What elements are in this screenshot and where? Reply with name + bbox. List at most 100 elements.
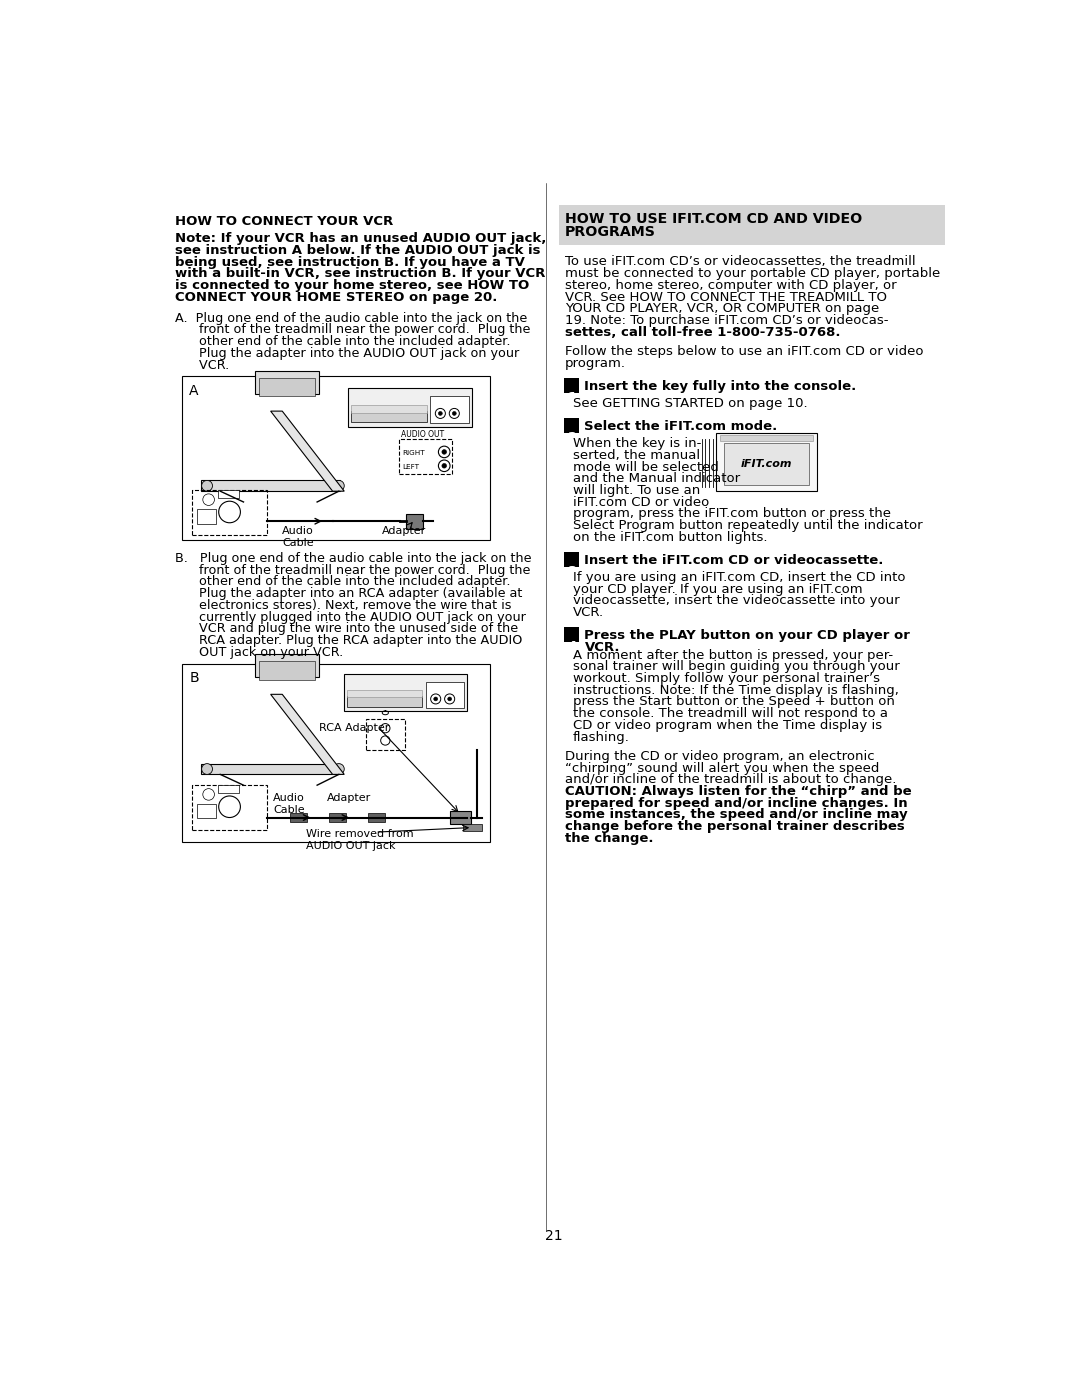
Bar — [345, 675, 467, 711]
Text: will light. To use an: will light. To use an — [572, 483, 700, 497]
Text: Note: If your VCR has an unused AUDIO OUT jack,: Note: If your VCR has an unused AUDIO OU… — [175, 232, 546, 246]
Text: front of the treadmill near the power cord.  Plug the: front of the treadmill near the power co… — [175, 564, 530, 577]
Text: the console. The treadmill will not respond to a: the console. The treadmill will not resp… — [572, 707, 888, 719]
Bar — [328, 813, 346, 823]
Bar — [255, 372, 319, 394]
Circle shape — [435, 408, 445, 419]
Bar — [564, 552, 579, 567]
Text: flashing.: flashing. — [572, 731, 630, 743]
Text: Plug the adapter into an RCA adapter (available at: Plug the adapter into an RCA adapter (av… — [175, 587, 523, 601]
Text: 21: 21 — [544, 1229, 563, 1243]
Text: on the iFIT.com button lights.: on the iFIT.com button lights. — [572, 531, 768, 543]
Bar — [218, 490, 239, 499]
Circle shape — [449, 408, 459, 419]
Bar — [201, 481, 340, 492]
Bar — [201, 764, 340, 774]
Text: Cable: Cable — [273, 805, 305, 814]
Text: “chirping” sound will alert you when the speed: “chirping” sound will alert you when the… — [565, 761, 879, 774]
Bar — [255, 654, 319, 678]
Bar — [197, 509, 216, 524]
Circle shape — [334, 764, 345, 774]
Text: press the Start button or the Speed + button on: press the Start button or the Speed + bu… — [572, 696, 894, 708]
Text: change before the personal trainer describes: change before the personal trainer descr… — [565, 820, 905, 833]
Text: RCA adapter. Plug the RCA adapter into the AUDIO: RCA adapter. Plug the RCA adapter into t… — [175, 634, 523, 647]
Text: 1: 1 — [567, 391, 577, 404]
Text: A: A — [189, 384, 199, 398]
Text: If you are using an iFIT.com CD, insert the CD into: If you are using an iFIT.com CD, insert … — [572, 571, 905, 584]
Text: CAUTION: Always listen for the “chirp” and be: CAUTION: Always listen for the “chirp” a… — [565, 785, 912, 798]
Bar — [259, 379, 314, 397]
Bar — [218, 785, 239, 793]
Bar — [181, 376, 490, 539]
Text: PROGRAMS: PROGRAMS — [565, 225, 656, 239]
Bar — [406, 514, 423, 529]
Text: Audio: Audio — [282, 525, 314, 536]
Text: iFIT.com CD or video: iFIT.com CD or video — [572, 496, 710, 509]
Bar — [291, 813, 307, 823]
Text: stereo, home stereo, computer with CD player, or: stereo, home stereo, computer with CD pl… — [565, 279, 896, 292]
Text: electronics stores). Next, remove the wire that is: electronics stores). Next, remove the wi… — [175, 599, 512, 612]
Text: 3: 3 — [567, 564, 577, 578]
Text: HOW TO USE IFIT.COM CD AND VIDEO: HOW TO USE IFIT.COM CD AND VIDEO — [565, 212, 862, 226]
Text: some instances, the speed and/or incline may: some instances, the speed and/or incline… — [565, 809, 908, 821]
Text: AUDIO OUT jack: AUDIO OUT jack — [306, 841, 395, 851]
Text: front of the treadmill near the power cord.  Plug the: front of the treadmill near the power co… — [175, 324, 530, 337]
Text: Adapter: Adapter — [381, 525, 426, 536]
Text: A.  Plug one end of the audio cable into the jack on the: A. Plug one end of the audio cable into … — [175, 312, 527, 324]
Circle shape — [442, 450, 446, 454]
Text: instructions. Note: If the Time display is flashing,: instructions. Note: If the Time display … — [572, 683, 899, 697]
Bar — [367, 813, 384, 823]
Circle shape — [203, 495, 215, 506]
Bar — [351, 411, 428, 422]
Text: serted, the manual: serted, the manual — [572, 448, 700, 462]
Text: CONNECT YOUR HOME STEREO on page 20.: CONNECT YOUR HOME STEREO on page 20. — [175, 291, 498, 303]
Bar — [449, 812, 471, 824]
Text: Select the iFIT.com mode.: Select the iFIT.com mode. — [584, 420, 778, 433]
Text: is connected to your home stereo, see HOW TO: is connected to your home stereo, see HO… — [175, 279, 529, 292]
Text: OUT jack on your VCR.: OUT jack on your VCR. — [175, 645, 343, 658]
Bar — [181, 664, 490, 842]
Text: Select Program button repeatedly until the indicator: Select Program button repeatedly until t… — [572, 520, 922, 532]
Circle shape — [434, 697, 437, 701]
Text: 2: 2 — [567, 432, 577, 444]
Circle shape — [380, 736, 390, 745]
Text: AUDIO OUT: AUDIO OUT — [401, 430, 444, 439]
Text: currently plugged into the AUDIO OUT jack on your: currently plugged into the AUDIO OUT jac… — [175, 610, 526, 623]
Circle shape — [438, 412, 443, 415]
Text: and the Manual indicator: and the Manual indicator — [572, 472, 740, 485]
Text: with a built-in VCR, see instruction B. If your VCR: with a built-in VCR, see instruction B. … — [175, 267, 545, 281]
Text: VCR.: VCR. — [175, 359, 230, 372]
Text: and/or incline of the treadmill is about to change.: and/or incline of the treadmill is about… — [565, 774, 896, 787]
Bar — [564, 627, 579, 643]
Bar — [348, 690, 422, 697]
Text: VCR and plug the wire into the unused side of the: VCR and plug the wire into the unused si… — [175, 622, 518, 636]
Text: Wire removed from: Wire removed from — [306, 828, 414, 840]
Text: being used, see instruction B. If you have a TV: being used, see instruction B. If you ha… — [175, 256, 525, 268]
Circle shape — [438, 460, 450, 472]
Text: program, press the iFIT.com button or press the: program, press the iFIT.com button or pr… — [572, 507, 891, 520]
Text: B: B — [189, 671, 199, 685]
Text: Follow the steps below to use an iFIT.com CD or video: Follow the steps below to use an iFIT.co… — [565, 345, 923, 358]
Circle shape — [218, 796, 241, 817]
Text: A moment after the button is pressed, your per-: A moment after the button is pressed, yo… — [572, 648, 893, 662]
Text: To use iFIT.com CD’s or videocassettes, the treadmill: To use iFIT.com CD’s or videocassettes, … — [565, 256, 916, 268]
Bar — [400, 439, 451, 474]
Bar — [430, 395, 469, 423]
Bar — [427, 682, 463, 708]
Circle shape — [445, 694, 455, 704]
Text: HOW TO CONNECT YOUR VCR: HOW TO CONNECT YOUR VCR — [175, 215, 393, 228]
Bar — [720, 434, 813, 441]
Text: 4: 4 — [567, 640, 577, 654]
Circle shape — [334, 481, 345, 492]
Text: Adapter: Adapter — [327, 793, 372, 803]
Text: the change.: the change. — [565, 831, 653, 845]
Text: Insert the key fully into the console.: Insert the key fully into the console. — [584, 380, 856, 393]
Text: Insert the iFIT.com CD or videocassette.: Insert the iFIT.com CD or videocassette. — [584, 555, 883, 567]
Text: LEFT: LEFT — [403, 464, 419, 471]
Text: program.: program. — [565, 356, 626, 370]
Bar — [716, 433, 816, 490]
Bar — [197, 803, 216, 819]
Text: During the CD or video program, an electronic: During the CD or video program, an elect… — [565, 750, 875, 763]
Text: B.   Plug one end of the audio cable into the jack on the: B. Plug one end of the audio cable into … — [175, 552, 531, 564]
Text: Audio: Audio — [273, 793, 305, 803]
